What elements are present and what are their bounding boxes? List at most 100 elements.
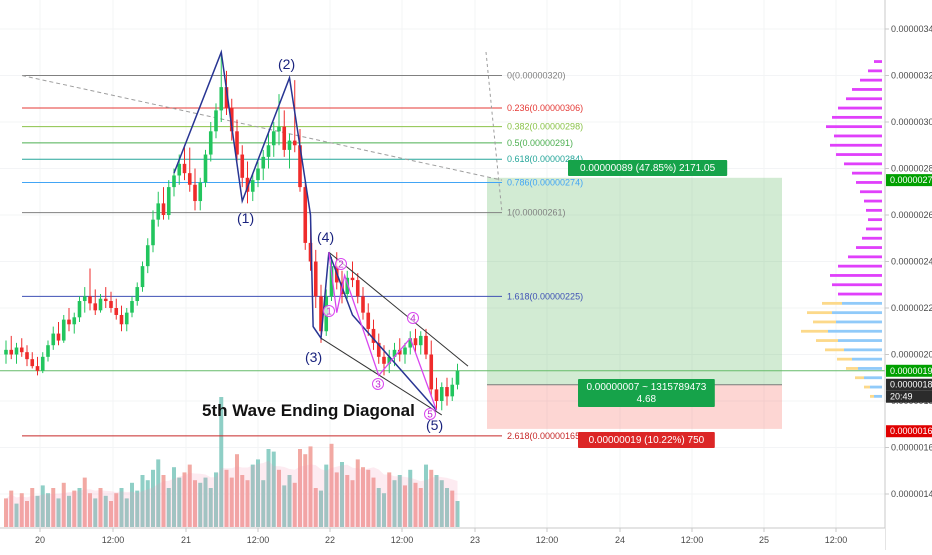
candle-body xyxy=(103,298,108,302)
candle-body xyxy=(455,370,460,385)
drawings-layer[interactable]: (1) (2) (3) (4) (5) 1 2 3 4 5 0.00000089 (47.85%) … xyxy=(173,49,728,448)
volume-bar xyxy=(114,493,119,527)
candle-body xyxy=(166,187,171,215)
volume-bar xyxy=(382,493,386,527)
volume-bar xyxy=(140,475,145,527)
volume-bar xyxy=(67,495,71,527)
volume-bar xyxy=(424,464,428,527)
volume-profile-bar xyxy=(852,357,882,361)
volume-bar xyxy=(245,480,250,527)
volume-profile-bar xyxy=(838,264,882,268)
volume-profile-bar xyxy=(836,320,882,324)
volume-profile-bar xyxy=(870,385,882,389)
volume-bar xyxy=(88,493,92,527)
price-axis-panel[interactable] xyxy=(885,0,932,550)
volume-profile-bar xyxy=(832,311,882,315)
candle-body xyxy=(424,335,428,355)
volume-profile-bar-secondary xyxy=(870,394,874,398)
wave-label: (2) xyxy=(278,56,295,72)
volume-bar xyxy=(366,469,371,527)
candle-body xyxy=(387,356,392,364)
candle-body xyxy=(172,175,176,188)
candle-body xyxy=(403,347,407,355)
volume-profile-bar-secondary xyxy=(822,301,842,305)
time-tick-label: 24 xyxy=(615,535,625,545)
candle-body xyxy=(130,301,134,313)
fib-level-label: 0.618(0.00000284) xyxy=(507,154,583,164)
volume-bar xyxy=(77,488,82,527)
volume-bar xyxy=(266,449,271,527)
volume-bar xyxy=(214,472,218,527)
candle-body xyxy=(182,163,187,174)
volume-bar xyxy=(350,480,355,527)
candle-body xyxy=(114,308,119,315)
candle-body xyxy=(408,338,413,348)
sub-wave-circle xyxy=(335,258,347,270)
volume-bar xyxy=(334,472,339,527)
candle-body xyxy=(40,356,45,371)
candle-body xyxy=(329,266,334,297)
fibonacci-retracement[interactable]: 0(0.00000320) 0.236(0.00000306) 0.382(0.00… xyxy=(21,51,583,441)
candle-body xyxy=(308,242,313,262)
candle-body xyxy=(88,296,92,304)
candle-body xyxy=(161,203,166,215)
volume-profile-bar-secondary xyxy=(837,357,852,361)
volume-bar xyxy=(98,488,103,527)
candle-body xyxy=(98,298,103,311)
volume-bar xyxy=(203,477,208,527)
candle-body xyxy=(392,349,397,357)
candle-body xyxy=(109,301,113,308)
candle-body xyxy=(277,126,281,132)
volume-profile-bar xyxy=(852,88,882,91)
candle-body xyxy=(72,317,77,325)
time-tick-label: 12:00 xyxy=(391,535,414,545)
volume-profile xyxy=(801,60,882,398)
time-tick-label: 20 xyxy=(35,535,45,545)
time-tick-label: 12:00 xyxy=(825,535,848,545)
candle-body xyxy=(61,319,66,341)
volume-bar xyxy=(450,490,455,527)
time-tick-label: 21 xyxy=(181,535,191,545)
volume-profile-bar xyxy=(868,69,882,73)
candle-body xyxy=(319,296,323,332)
volume-bar xyxy=(151,469,155,527)
volume-bar xyxy=(439,480,444,527)
volume-bar xyxy=(303,454,308,527)
volume-bar xyxy=(145,480,150,527)
candle-body xyxy=(445,387,449,397)
volume-profile-bar xyxy=(830,274,882,277)
candle-body xyxy=(156,203,161,220)
position-summary-label-text: 4.68 xyxy=(637,394,657,405)
volume-bar xyxy=(261,480,266,527)
fib-trend-line xyxy=(21,75,503,181)
volume-bar xyxy=(250,464,255,527)
candle-body xyxy=(67,319,71,325)
volume-profile-bar xyxy=(836,153,882,156)
volume-bar xyxy=(387,472,392,527)
volume-bar xyxy=(161,475,166,527)
volume-bar xyxy=(445,488,449,527)
candle-body xyxy=(145,245,150,267)
volume-bar xyxy=(119,488,124,527)
volume-bar xyxy=(9,490,14,527)
candle-body xyxy=(345,277,350,295)
volume-bar xyxy=(240,475,245,527)
time-axis-panel[interactable] xyxy=(0,528,885,550)
candle-body xyxy=(245,177,250,192)
candle-body xyxy=(224,87,229,109)
candle-body xyxy=(413,338,418,346)
candle-body xyxy=(140,266,145,288)
candle-body xyxy=(298,145,302,188)
candle-body xyxy=(56,333,61,341)
volume-layer xyxy=(4,397,460,527)
volume-bar xyxy=(61,482,66,527)
candle-body xyxy=(355,280,360,297)
volume-bar xyxy=(177,477,182,527)
volume-profile-bar xyxy=(856,181,882,184)
volume-bar xyxy=(298,449,302,527)
